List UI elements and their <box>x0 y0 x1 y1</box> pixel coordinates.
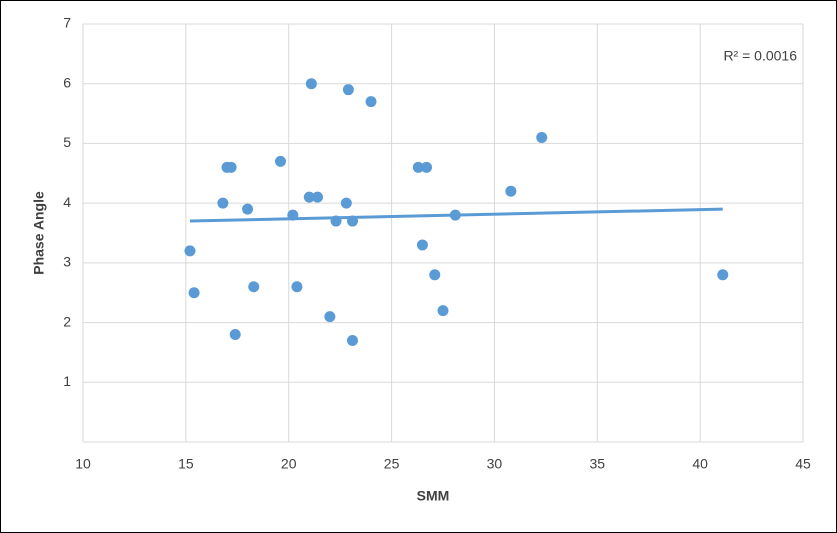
y-tick-label: 7 <box>63 15 71 31</box>
x-tick-label: 20 <box>281 456 297 472</box>
y-tick-label: 2 <box>63 313 71 329</box>
x-tick-label: 40 <box>692 456 708 472</box>
y-tick-label: 6 <box>63 74 71 90</box>
point <box>287 209 299 221</box>
point <box>346 334 358 346</box>
point <box>346 215 358 227</box>
x-tick-label: 30 <box>487 456 503 472</box>
point <box>342 84 354 96</box>
point <box>291 281 303 293</box>
point <box>324 311 336 323</box>
x-axis-title: SMM <box>417 488 450 504</box>
point <box>229 329 241 341</box>
point <box>449 209 461 221</box>
point <box>303 191 315 203</box>
point <box>305 78 317 90</box>
point <box>184 245 196 257</box>
y-tick-label: 5 <box>63 134 71 150</box>
point <box>437 305 449 317</box>
x-tick-label: 15 <box>178 456 194 472</box>
y-axis-title: Phase Angle <box>31 191 47 275</box>
point <box>274 155 286 167</box>
point <box>340 197 352 209</box>
point <box>330 215 342 227</box>
y-tick-label: 4 <box>63 194 71 210</box>
point <box>242 203 254 215</box>
point <box>188 287 200 299</box>
point <box>416 239 428 251</box>
x-tick-label: 10 <box>75 456 91 472</box>
y-tick-label: 1 <box>63 373 71 389</box>
point <box>505 185 517 197</box>
point <box>365 96 377 108</box>
point <box>421 161 433 173</box>
point <box>429 269 441 281</box>
point <box>412 161 424 173</box>
point <box>217 197 229 209</box>
point <box>312 191 324 203</box>
point <box>536 131 548 143</box>
x-tick-label: 35 <box>589 456 605 472</box>
point <box>248 281 260 293</box>
x-tick-label: 25 <box>384 456 400 472</box>
x-tick-label: 45 <box>795 456 811 472</box>
point <box>717 269 729 281</box>
point <box>225 161 237 173</box>
y-tick-label: 3 <box>63 254 71 270</box>
r-squared: R² = 0.0016 <box>723 48 797 64</box>
